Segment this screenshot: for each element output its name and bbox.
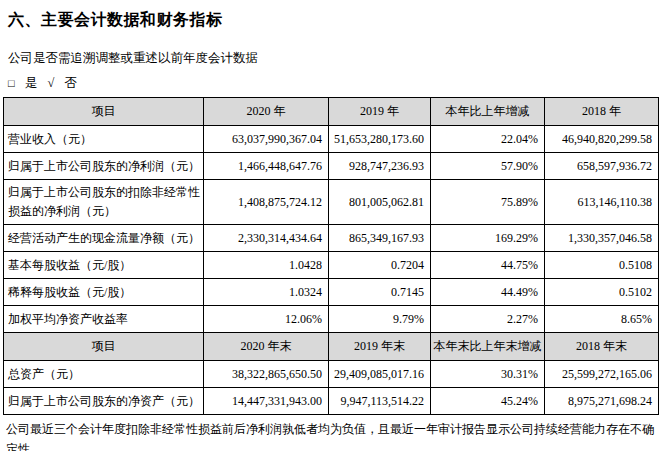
value-cell: 169.29%: [431, 225, 545, 252]
column-header: 本年末比上年末增减: [431, 333, 545, 361]
value-cell: 29,409,085,017.16: [329, 361, 431, 388]
column-header: 2020 年: [204, 98, 329, 126]
value-cell: 30.31%: [431, 361, 545, 388]
value-cell: 613,146,110.38: [545, 180, 659, 225]
checkbox-unchecked-icon: □: [8, 77, 15, 89]
value-cell: 38,322,865,650.50: [204, 361, 329, 388]
column-header: 2020 年末: [204, 333, 329, 361]
financial-table-body: 项目2020 年2019 年本年比上年增减2018 年营业收入（元）63,037…: [4, 98, 659, 415]
yes-label: 是: [25, 76, 38, 90]
table-header-row: 项目2020 年2019 年本年比上年增减2018 年: [4, 98, 659, 126]
row-item-label: 归属于上市公司股东的净利润（元）: [4, 153, 204, 180]
value-cell: 658,597,936.72: [545, 153, 659, 180]
restatement-question: 公司是否需追溯调整或重述以前年度会计数据: [8, 50, 658, 66]
value-cell: 1,408,875,724.12: [204, 180, 329, 225]
checkmark-icon: √: [47, 76, 54, 90]
value-cell: 9.79%: [329, 306, 431, 333]
value-cell: 44.49%: [431, 279, 545, 306]
row-item-label: 总资产（元）: [4, 361, 204, 388]
column-header: 本年比上年增减: [431, 98, 545, 126]
value-cell: 9,947,113,514.22: [329, 388, 431, 415]
value-cell: 1,330,357,046.58: [545, 225, 659, 252]
value-cell: 25,599,272,165.06: [545, 361, 659, 388]
value-cell: 75.89%: [431, 180, 545, 225]
table-row: 基本每股收益（元/股）1.04280.720444.75%0.5108: [4, 252, 659, 279]
value-cell: 8.65%: [545, 306, 659, 333]
column-header: 2019 年末: [329, 333, 431, 361]
column-header: 2018 年: [545, 98, 659, 126]
value-cell: 46,940,820,299.58: [545, 126, 659, 153]
value-cell: 0.7145: [329, 279, 431, 306]
value-cell: 865,349,167.93: [329, 225, 431, 252]
footnote: 公司最近三个会计年度扣除非经常性损益前后净利润孰低者均为负值，且最近一年审计报告…: [6, 419, 658, 451]
value-cell: 57.90%: [431, 153, 545, 180]
column-header: 项目: [4, 98, 204, 126]
row-item-label: 基本每股收益（元/股）: [4, 252, 204, 279]
value-cell: 1.0324: [204, 279, 329, 306]
yes-no-checkline: □ 是 √ 否: [8, 75, 658, 91]
column-header: 2019 年: [329, 98, 431, 126]
table-header-row: 项目2020 年末2019 年末本年末比上年末增减2018 年末: [4, 333, 659, 361]
row-item-label: 经营活动产生的现金流量净额（元）: [4, 225, 204, 252]
column-header: 项目: [4, 333, 204, 361]
table-row: 归属于上市公司股东的扣除非经常性损益的净利润（元）1,408,875,724.1…: [4, 180, 659, 225]
table-row: 经营活动产生的现金流量净额（元）2,330,314,434.64865,349,…: [4, 225, 659, 252]
report-page: 六、主要会计数据和财务指标 公司是否需追溯调整或重述以前年度会计数据 □ 是 √…: [0, 0, 661, 451]
table-row: 归属于上市公司股东的净资产（元）14,447,331,943.009,947,1…: [4, 388, 659, 415]
value-cell: 45.24%: [431, 388, 545, 415]
value-cell: 14,447,331,943.00: [204, 388, 329, 415]
table-row: 总资产（元）38,322,865,650.5029,409,085,017.16…: [4, 361, 659, 388]
value-cell: 44.75%: [431, 252, 545, 279]
value-cell: 2,330,314,434.64: [204, 225, 329, 252]
no-label: 否: [64, 76, 77, 90]
value-cell: 801,005,062.81: [329, 180, 431, 225]
table-row: 营业收入（元）63,037,990,367.0451,653,280,173.6…: [4, 126, 659, 153]
value-cell: 2.27%: [431, 306, 545, 333]
value-cell: 0.7204: [329, 252, 431, 279]
value-cell: 12.06%: [204, 306, 329, 333]
column-header: 2018 年末: [545, 333, 659, 361]
financial-table: 项目2020 年2019 年本年比上年增减2018 年营业收入（元）63,037…: [3, 97, 659, 415]
table-row: 稀释每股收益（元/股）1.03240.714544.49%0.5102: [4, 279, 659, 306]
value-cell: 63,037,990,367.04: [204, 126, 329, 153]
value-cell: 0.5108: [545, 252, 659, 279]
row-item-label: 加权平均净资产收益率: [4, 306, 204, 333]
value-cell: 51,653,280,173.60: [329, 126, 431, 153]
value-cell: 928,747,236.93: [329, 153, 431, 180]
value-cell: 22.04%: [431, 126, 545, 153]
row-item-label: 稀释每股收益（元/股）: [4, 279, 204, 306]
value-cell: 0.5102: [545, 279, 659, 306]
value-cell: 1,466,448,647.76: [204, 153, 329, 180]
row-item-label: 归属于上市公司股东的扣除非经常性损益的净利润（元）: [4, 180, 204, 225]
row-item-label: 营业收入（元）: [4, 126, 204, 153]
table-row: 归属于上市公司股东的净利润（元）1,466,448,647.76928,747,…: [4, 153, 659, 180]
row-item-label: 归属于上市公司股东的净资产（元）: [4, 388, 204, 415]
section-title: 六、主要会计数据和财务指标: [8, 10, 658, 29]
value-cell: 8,975,271,698.24: [545, 388, 659, 415]
value-cell: 1.0428: [204, 252, 329, 279]
table-row: 加权平均净资产收益率12.06%9.79%2.27%8.65%: [4, 306, 659, 333]
